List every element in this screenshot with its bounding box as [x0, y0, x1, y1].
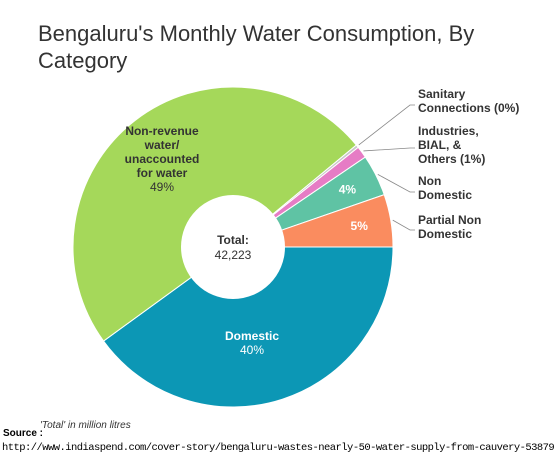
slice-label-1: Industries, BIAL, & Others (1%) — [418, 124, 485, 166]
source-label: Source : — [3, 428, 44, 439]
slice-label-5: Non-revenue water/unaccounted for water 49% — [125, 124, 200, 194]
center-total-label: Total: — [217, 233, 249, 247]
slice-label-0: Sanitary Connections (0%) — [418, 87, 519, 115]
donut-hole — [181, 195, 285, 299]
slice-percent-2: 4% — [339, 183, 357, 197]
slice-4 — [102, 246, 394, 408]
slice-percent-3: 5% — [351, 219, 369, 233]
center-total-value: 42,223 — [215, 248, 252, 262]
chart-labels: Sanitary Connections (0%) Industries, BIAL,… — [125, 87, 520, 357]
slice-label-3: Partial Non Domestic — [418, 213, 481, 241]
slice-label-2: Non Domestic — [418, 174, 472, 202]
slice-label-4: Domestic 40% — [225, 329, 279, 357]
footer-note: 'Total' in million litres — [40, 420, 131, 431]
leader-line-2 — [377, 174, 415, 193]
leader-line-3 — [392, 219, 415, 231]
leader-line-0 — [358, 104, 415, 146]
leader-line-1 — [363, 147, 415, 152]
source-url[interactable]: http://www.indiaspend.com/cover-story/be… — [2, 442, 555, 454]
chart-title: Bengaluru's Monthly Water Consumption, B… — [38, 21, 475, 73]
